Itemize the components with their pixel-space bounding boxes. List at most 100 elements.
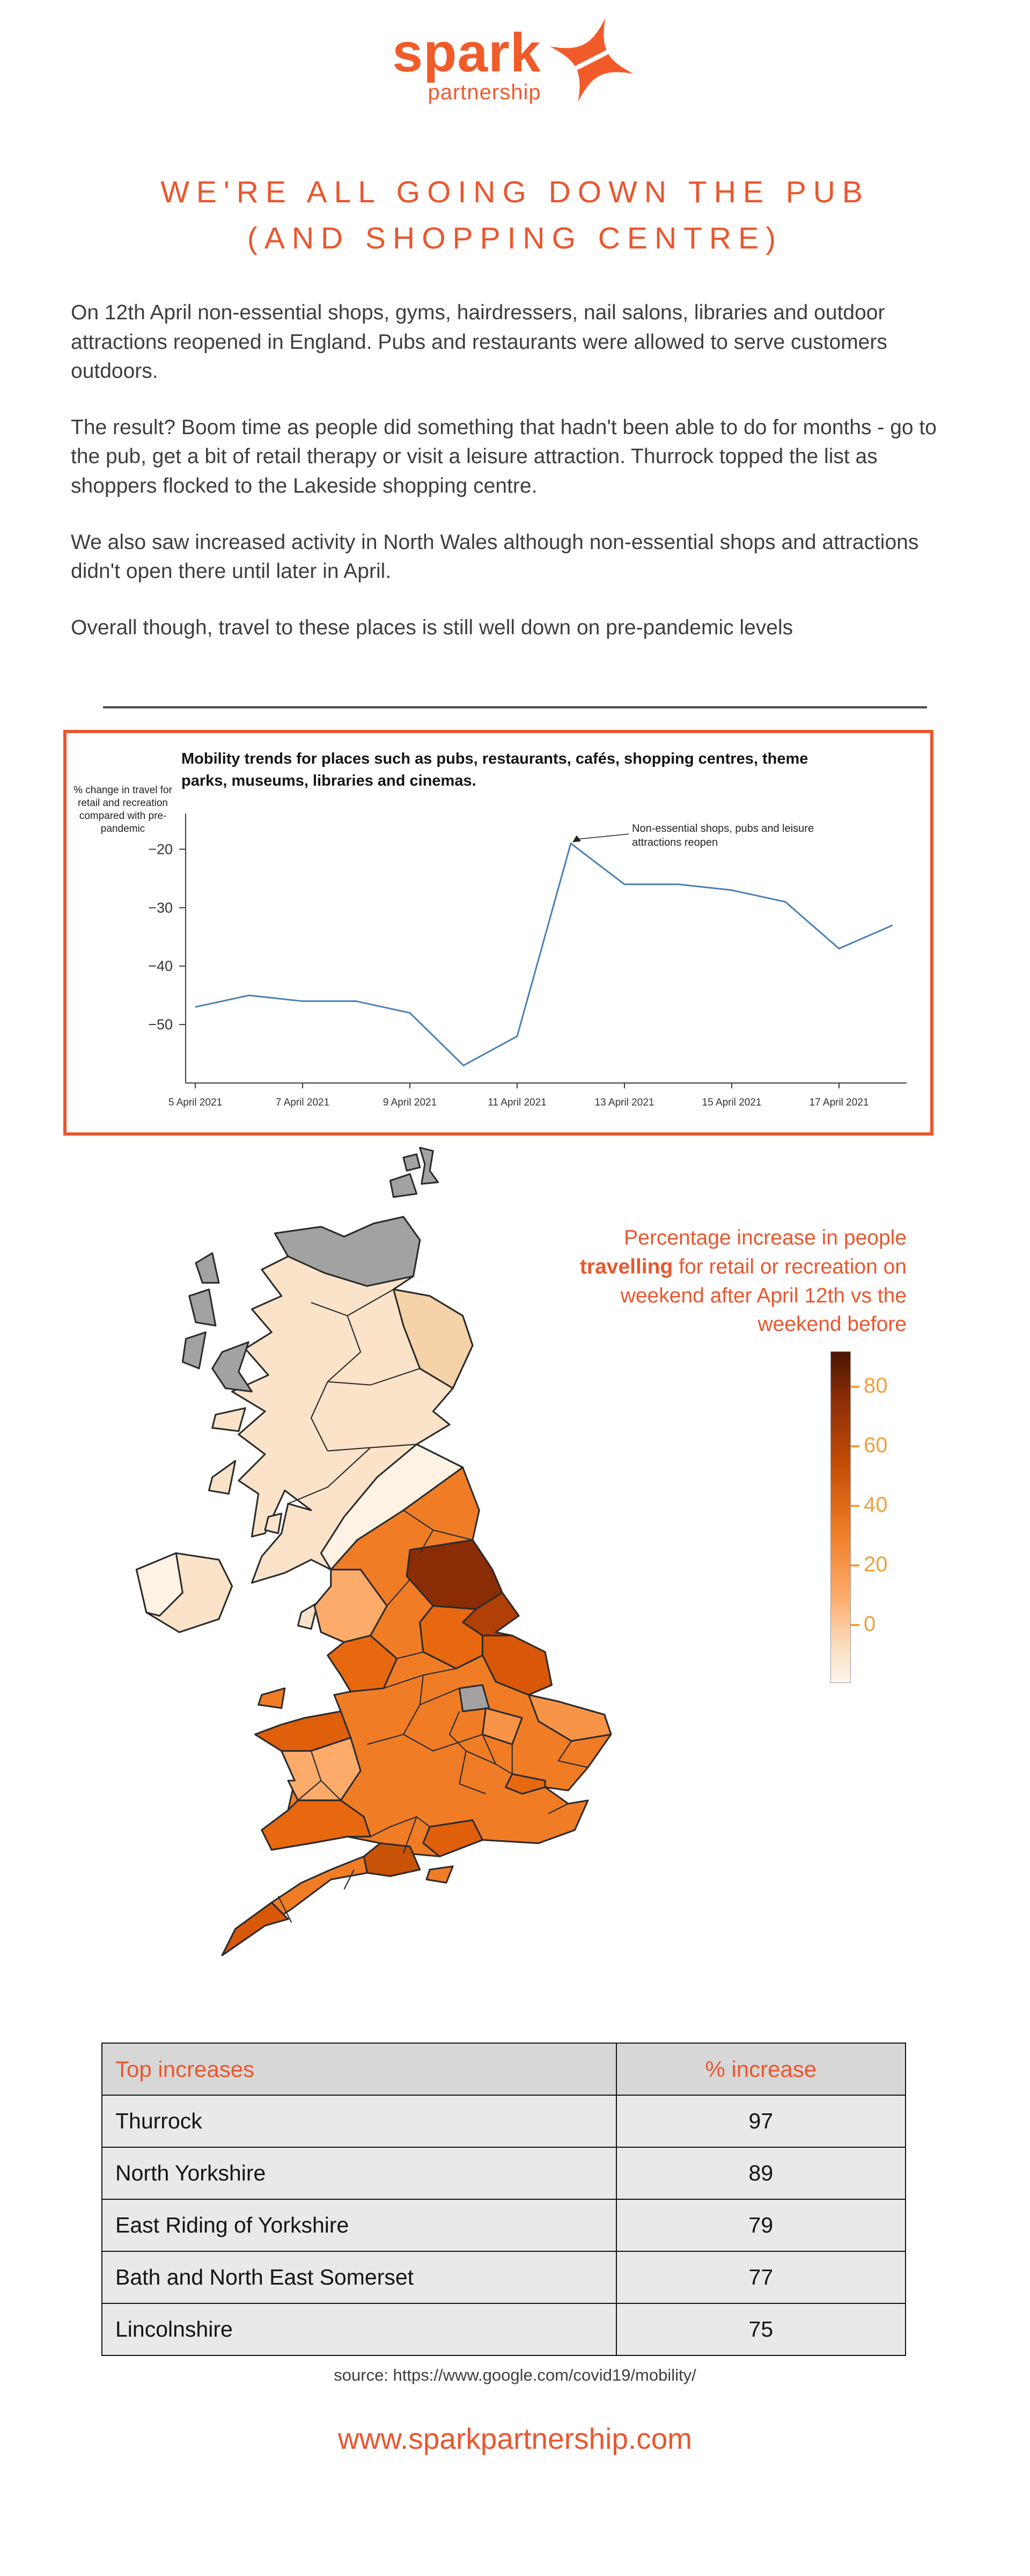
uk-choropleth-map — [135, 1146, 612, 1956]
island-shetland — [419, 1146, 439, 1185]
table-header-top-increases: Top increases — [101, 2043, 617, 2096]
island-arran — [264, 1512, 283, 1534]
legend-tick-mark — [851, 1624, 859, 1626]
page-title-line1: WE'RE ALL GOING DOWN THE PUB — [160, 175, 870, 209]
table-row: Thurrock 97 — [101, 2095, 907, 2148]
region-lancashire — [327, 1635, 398, 1693]
intro-text: On 12th April non-essential shops, gyms,… — [71, 298, 966, 669]
intro-paragraph: The result? Boom time as people did some… — [71, 415, 937, 497]
colorbar — [830, 1351, 851, 1683]
region-east-midlands — [419, 1605, 483, 1670]
legend-tick-label: 0 — [864, 1612, 876, 1636]
y-tick-label: −20 — [148, 841, 173, 857]
x-tick-label: 17 April 2021 — [810, 1097, 869, 1108]
map-caption-part1: Percentage increase in people — [624, 1226, 907, 1249]
y-axis-label: pandemic — [101, 823, 145, 835]
island-isle-of-man — [297, 1601, 319, 1630]
region-leicester-nodata — [458, 1684, 490, 1713]
table-row: Bath and North East Somerset 77 — [101, 2251, 907, 2304]
annotation-line — [578, 833, 629, 840]
mobility-trend-line — [195, 843, 893, 1066]
region-cornwall — [221, 1901, 289, 1956]
chart-title: Mobility trends for places such as pubs,… — [181, 750, 808, 789]
area-value: 79 — [615, 2199, 907, 2252]
area-value: 75 — [615, 2303, 907, 2356]
area-value: 97 — [615, 2095, 907, 2148]
x-tick-label: 5 April 2021 — [168, 1097, 222, 1108]
page-title-line2: (AND SHOPPING CENTRE) — [247, 221, 783, 255]
table-row: East Riding of Yorkshire 79 — [101, 2199, 907, 2252]
region-ni-west — [135, 1552, 183, 1617]
area-name: Bath and North East Somerset — [101, 2251, 617, 2304]
legend-tick-label: 40 — [864, 1493, 888, 1517]
island-western-isles — [188, 1289, 217, 1327]
table-header-pct-increase: % increase — [615, 2043, 907, 2096]
y-axis-label: % change in travel for — [73, 785, 172, 796]
region-london — [504, 1773, 546, 1795]
region-norfolk — [527, 1694, 612, 1742]
county-border-lines — [277, 1289, 588, 1923]
island-western-isles — [181, 1331, 207, 1370]
footer-url: www.sparkpartnership.com — [337, 2422, 693, 2455]
table-row: Lincolnshire 75 — [101, 2303, 907, 2356]
legend-tick-mark — [851, 1564, 859, 1567]
island-skye — [211, 1341, 253, 1393]
area-name: East Riding of Yorkshire — [101, 2199, 617, 2252]
page-title: WE'RE ALL GOING DOWN THE PUB (AND SHOPPI… — [0, 170, 1030, 261]
region-cambridgeshire — [481, 1707, 523, 1745]
region-north-scotland-nodata — [274, 1216, 421, 1287]
legend-tick-mark — [851, 1505, 859, 1507]
island-western-isles — [195, 1252, 220, 1284]
logo-sub-text: partnership — [428, 80, 541, 104]
area-name: Lincolnshire — [101, 2303, 617, 2356]
source-text: source: https://www.google.com/covid19/m… — [334, 2366, 696, 2384]
island-islay — [208, 1460, 237, 1495]
table-header-row: Top increases % increase — [101, 2043, 907, 2096]
y-tick-label: −30 — [148, 899, 173, 916]
map-caption-part2: for retail or recreation on weekend afte… — [620, 1255, 907, 1336]
x-tick-label: 13 April 2021 — [595, 1097, 654, 1108]
spark-star-icon — [549, 18, 634, 103]
region-bath-somerset — [363, 1842, 421, 1877]
region-lincolnshire — [481, 1635, 553, 1696]
x-tick-label: 15 April 2021 — [702, 1097, 762, 1108]
legend-tick-label: 80 — [864, 1374, 888, 1397]
y-tick-label: −50 — [148, 1016, 173, 1033]
map-caption: Percentage increase in people travelling… — [558, 1224, 907, 1339]
table-row: North Yorkshire 89 — [101, 2147, 907, 2200]
mobility-chart-panel: Mobility trends for places such as pubs,… — [63, 730, 933, 1136]
island-mull — [211, 1407, 246, 1432]
island-orkney — [389, 1173, 418, 1198]
annotation-arrowhead — [572, 835, 581, 843]
region-south-wales — [261, 1799, 372, 1851]
x-tick-label: 9 April 2021 — [383, 1097, 437, 1108]
mobility-line-chart: −20 −30 −40 −50 5 April 2021 7 April 2021 9 Ap… — [73, 785, 907, 1108]
area-value: 77 — [615, 2251, 907, 2304]
legend-tick-label: 60 — [864, 1433, 888, 1457]
logo-wordmark: spark partnership — [392, 22, 541, 105]
chart-annotation: Non-essential shops, pubs and leisure — [632, 823, 814, 835]
top-increases-table: Top increases % increase Thurrock 97 Nor… — [101, 2043, 907, 2356]
y-tick-label: −40 — [148, 958, 173, 974]
island-orkney — [402, 1153, 421, 1172]
area-name: North Yorkshire — [101, 2147, 617, 2200]
y-axis-label: compared with pre- — [79, 810, 167, 822]
island-anglesey — [258, 1687, 286, 1709]
region-hampshire — [422, 1819, 483, 1857]
map-legend: 80 60 40 20 0 — [830, 1351, 959, 1706]
y-axis-label: retail and recreation — [78, 797, 168, 809]
x-tick-label: 11 April 2021 — [488, 1097, 547, 1108]
intro-paragraph: We also saw increased activity in North … — [71, 530, 919, 583]
legend-tick-mark — [851, 1386, 859, 1388]
legend-tick-mark — [851, 1445, 859, 1447]
legend-tick-label: 20 — [864, 1553, 888, 1576]
chart-annotation: attractions reopen — [632, 837, 718, 848]
area-value: 89 — [615, 2147, 907, 2200]
map-caption-bold: travelling — [579, 1255, 673, 1278]
intro-paragraph: On 12th April non-essential shops, gyms,… — [71, 301, 887, 383]
section-divider — [103, 706, 927, 708]
region-aberdeenshire — [393, 1289, 474, 1389]
spark-partnership-logo: spark partnership — [0, 18, 1030, 106]
logo-main-text: spark — [392, 22, 541, 83]
